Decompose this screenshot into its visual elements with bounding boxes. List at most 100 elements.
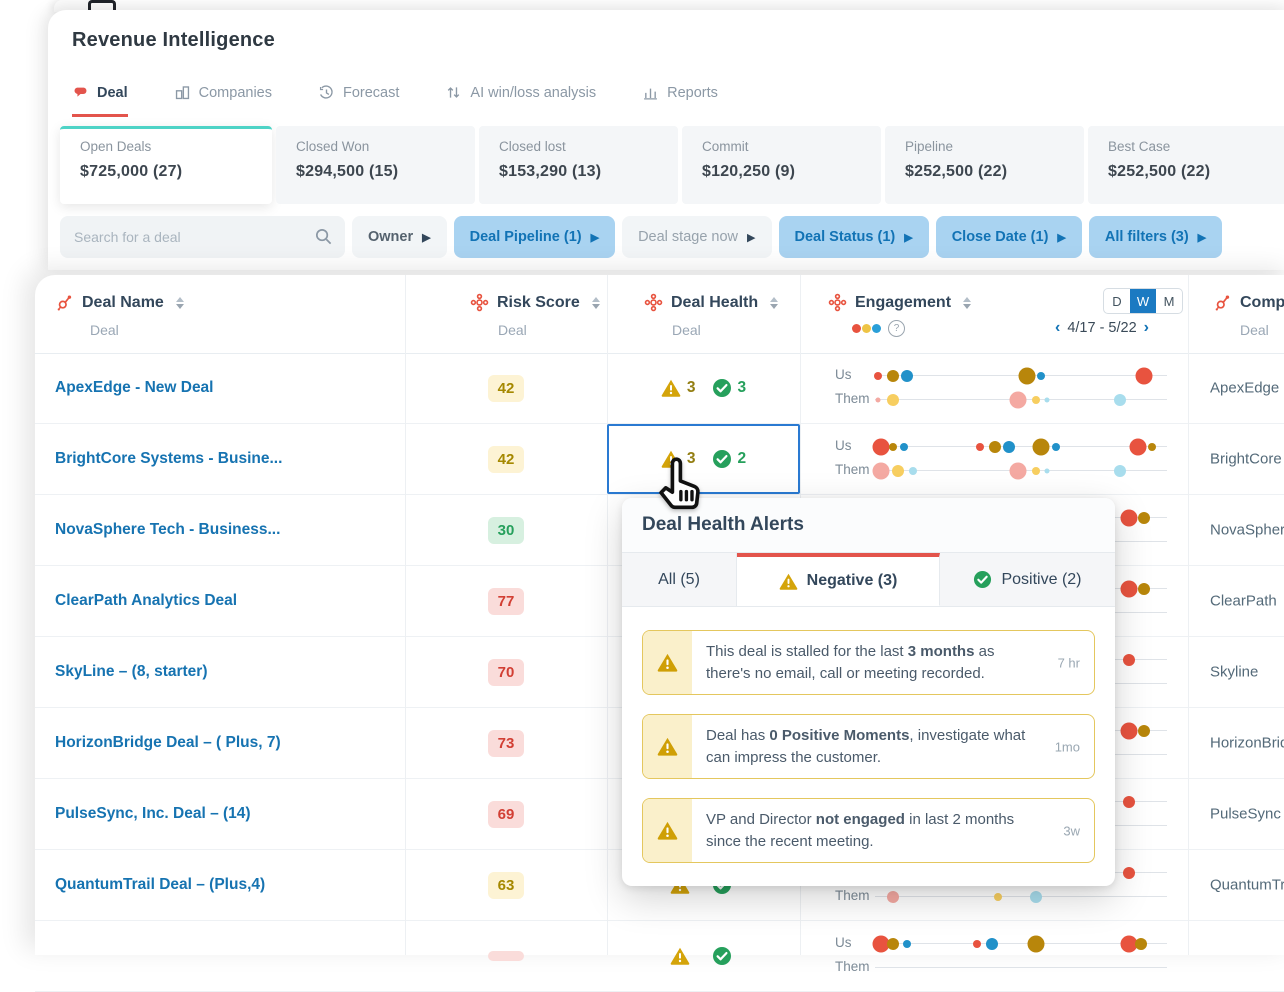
table-row: Us Them <box>35 921 1284 992</box>
deal-name-link[interactable]: QuantumTrail Deal – (Plus,4) <box>55 876 266 893</box>
deal-status-filter-button[interactable]: Deal Status (1) ▶ <box>778 216 929 258</box>
sort-control[interactable] <box>591 296 600 309</box>
alert-icon-strip <box>643 799 692 862</box>
popup-tab-all[interactable]: All (5) <box>622 553 737 606</box>
all-filters-button[interactable]: All filters (3) ▶ <box>1088 216 1223 258</box>
engagement-dot <box>900 442 909 451</box>
engagement-dot <box>1018 367 1036 384</box>
deal-name-link[interactable]: BrightCore Systems - Busine... <box>55 450 283 467</box>
deal-health-cell[interactable]: 3 2 <box>607 424 800 494</box>
alert-text: Deal has 0 Positive Moments, investigate… <box>706 727 1026 767</box>
summary-card-best-case[interactable]: Best Case $252,500 (22) <box>1088 126 1284 204</box>
sort-control[interactable] <box>770 296 779 309</box>
warning-icon <box>657 737 678 756</box>
risk-score-cell: 70 <box>405 637 607 707</box>
engagement-dot <box>886 890 899 903</box>
caret-icon: ▶ <box>590 231 600 244</box>
tab-reports[interactable]: Reports <box>642 84 718 114</box>
reports-icon <box>644 88 657 100</box>
engagement-dot <box>888 442 897 451</box>
column-header-deal-health: Deal Health <box>644 293 779 312</box>
tab-deal[interactable]: Deal <box>72 84 128 117</box>
deal-name-link[interactable]: SkyLine – (8, starter) <box>55 663 208 680</box>
help-icon[interactable]: ? <box>888 320 905 337</box>
engagement-dot <box>1134 937 1147 950</box>
header-panel: Revenue Intelligence Deal Companies Fore… <box>48 10 1284 270</box>
deal-health-alerts-popup: Deal Health Alerts All (5) Negative (3) … <box>622 498 1115 886</box>
tab-label: AI win/loss analysis <box>470 84 597 101</box>
sort-control[interactable] <box>175 296 184 309</box>
summary-card-closed-lost[interactable]: Closed lost $153,290 (13) <box>479 126 678 204</box>
ai-winloss-icon <box>448 87 460 98</box>
positive-count: 3 <box>737 379 747 396</box>
search-icon <box>315 228 332 245</box>
engagement-us-label: Us <box>835 935 852 950</box>
deal-health-cell[interactable] <box>607 921 800 991</box>
sort-control[interactable] <box>963 296 972 309</box>
risk-score-badge: 42 <box>488 374 524 402</box>
summary-card-commit[interactable]: Commit $120,250 (9) <box>682 126 881 204</box>
engagement-us-label: Us <box>835 438 852 453</box>
engagement-dot <box>976 442 985 451</box>
deal-name-link[interactable]: ClearPath Analytics Deal <box>55 592 238 609</box>
engagement-dot <box>1123 866 1136 879</box>
alert-icon-strip <box>643 631 692 694</box>
close-date-filter-button[interactable]: Close Date (1) ▶ <box>935 216 1082 258</box>
alert-card[interactable]: Deal has 0 Positive Moments, investigate… <box>642 714 1095 779</box>
popup-tab-negative[interactable]: Negative (3) <box>737 553 940 606</box>
period-month[interactable]: M <box>1163 293 1175 309</box>
negative-count: 3 <box>686 450 696 467</box>
tab-label: Deal <box>97 84 128 101</box>
column-subheader: Deal <box>1240 322 1269 338</box>
hand-cursor-icon <box>659 457 700 510</box>
popup-tab-positive[interactable]: Positive (2) <box>940 553 1115 606</box>
summary-cards: Open Deals $725,000 (27) Closed Won $294… <box>60 126 1284 204</box>
deal-name-link[interactable]: PulseSync, Inc. Deal – (14) <box>55 805 251 822</box>
summary-card-open-deals[interactable]: Open Deals $725,000 (27) <box>60 126 272 204</box>
alert-text: This deal is stalled for the last 3 mont… <box>706 643 995 683</box>
engagement-dot <box>1009 391 1027 408</box>
warning-icon <box>661 379 681 397</box>
chevron-left-icon[interactable]: ‹ <box>1055 319 1061 336</box>
company-cell: QuantumTrail <box>1210 876 1284 894</box>
period-day[interactable]: D <box>1112 293 1122 309</box>
tab-label: Companies <box>198 84 272 101</box>
search-input[interactable] <box>60 216 345 258</box>
deal-name-link[interactable]: NovaSphere Tech - Business... <box>55 521 281 538</box>
tab-forecast[interactable]: Forecast <box>318 84 399 114</box>
deal-stage-filter-button[interactable]: Deal stage now ▶ <box>622 216 772 258</box>
chevron-right-icon[interactable]: › <box>1143 319 1149 336</box>
window-fragment <box>88 0 116 11</box>
engagement-dot <box>1120 580 1138 597</box>
risk-score-badge: 63 <box>488 871 524 899</box>
forecast-icon <box>319 85 333 99</box>
alert-card[interactable]: This deal is stalled for the last 3 mont… <box>642 630 1095 695</box>
legend-dot-red <box>852 324 861 333</box>
company-cell: NovaSphere <box>1210 521 1284 539</box>
engagement-them-label: Them <box>835 391 870 406</box>
deal-name-link[interactable]: HorizonBridge Deal – ( Plus, 7) <box>55 734 281 751</box>
company-cell: BrightCore <box>1210 450 1282 468</box>
deal-name-link[interactable]: ApexEdge - New Deal <box>55 379 214 396</box>
filter-bar: Owner▶ Deal Pipeline (1)▶ Deal stage now… <box>60 216 1223 258</box>
engagement-dot <box>1120 722 1138 739</box>
risk-score-cell: 63 <box>405 850 607 920</box>
engagement-dot <box>1120 509 1138 526</box>
alert-card[interactable]: VP and Director not engaged in last 2 mo… <box>642 798 1095 863</box>
summary-card-pipeline[interactable]: Pipeline $252,500 (22) <box>885 126 1084 204</box>
engagement-dot <box>1052 442 1061 451</box>
summary-card-closed-won[interactable]: Closed Won $294,500 (15) <box>276 126 475 204</box>
tab-ai-winloss[interactable]: AI win/loss analysis <box>445 84 596 114</box>
engagement-us-label: Us <box>835 367 852 382</box>
deal-pipeline-filter-button[interactable]: Deal Pipeline (1) ▶ <box>453 216 616 258</box>
page-title: Revenue Intelligence <box>72 29 275 51</box>
risk-score-cell: 30 <box>405 495 607 565</box>
deal-health-cell[interactable]: 3 3 <box>607 353 800 423</box>
owner-filter-button[interactable]: Owner ▶ <box>352 216 447 258</box>
tab-companies[interactable]: Companies <box>174 84 272 114</box>
period-week[interactable]: W <box>1130 289 1156 313</box>
engagement-them-timeline <box>875 967 1167 968</box>
property-icon <box>470 293 489 312</box>
column-divider <box>1188 275 1189 955</box>
engagement-dot <box>875 397 881 402</box>
